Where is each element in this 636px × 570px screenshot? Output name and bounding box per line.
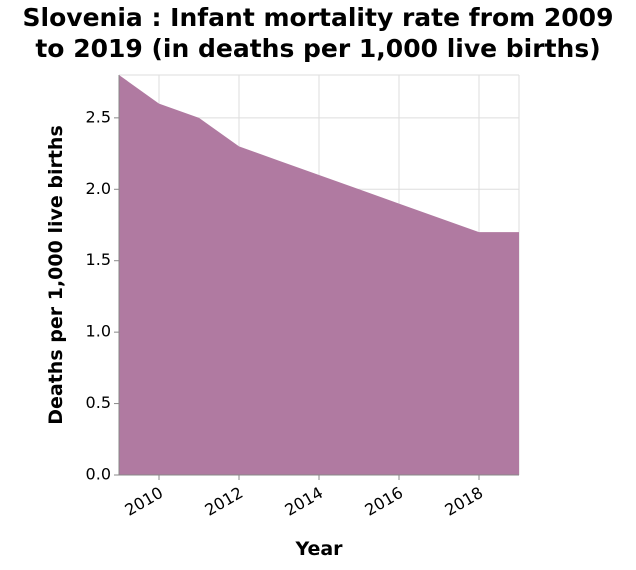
y-axis-title: Deaths per 1,000 live births — [45, 125, 67, 425]
x-axis-title: Year — [294, 538, 343, 560]
y-tick-label: 0.0 — [86, 465, 111, 484]
x-tick-label: 2016 — [361, 483, 406, 520]
chart-title-line-1: Slovenia : Infant mortality rate from 20… — [22, 3, 614, 32]
chart-title: Slovenia : Infant mortality rate from 20… — [0, 2, 636, 64]
area-series — [119, 75, 519, 475]
x-axis-ticks: 2010 2012 2014 2016 2018 — [121, 475, 486, 520]
x-tick-label: 2018 — [441, 483, 486, 520]
y-tick-label: 1.5 — [86, 250, 111, 269]
x-tick-label: 2010 — [121, 483, 166, 520]
y-tick-label: 0.5 — [86, 393, 111, 412]
y-tick-label: 2.5 — [86, 107, 111, 126]
y-axis-ticks: 0.0 0.5 1.0 1.5 2.0 2.5 — [86, 107, 119, 484]
y-tick-label: 2.0 — [86, 179, 111, 198]
x-tick-label: 2014 — [281, 483, 326, 520]
y-tick-label: 1.0 — [86, 322, 111, 341]
x-tick-label: 2012 — [201, 483, 246, 520]
chart-title-line-2: to 2019 (in deaths per 1,000 live births… — [35, 34, 601, 63]
